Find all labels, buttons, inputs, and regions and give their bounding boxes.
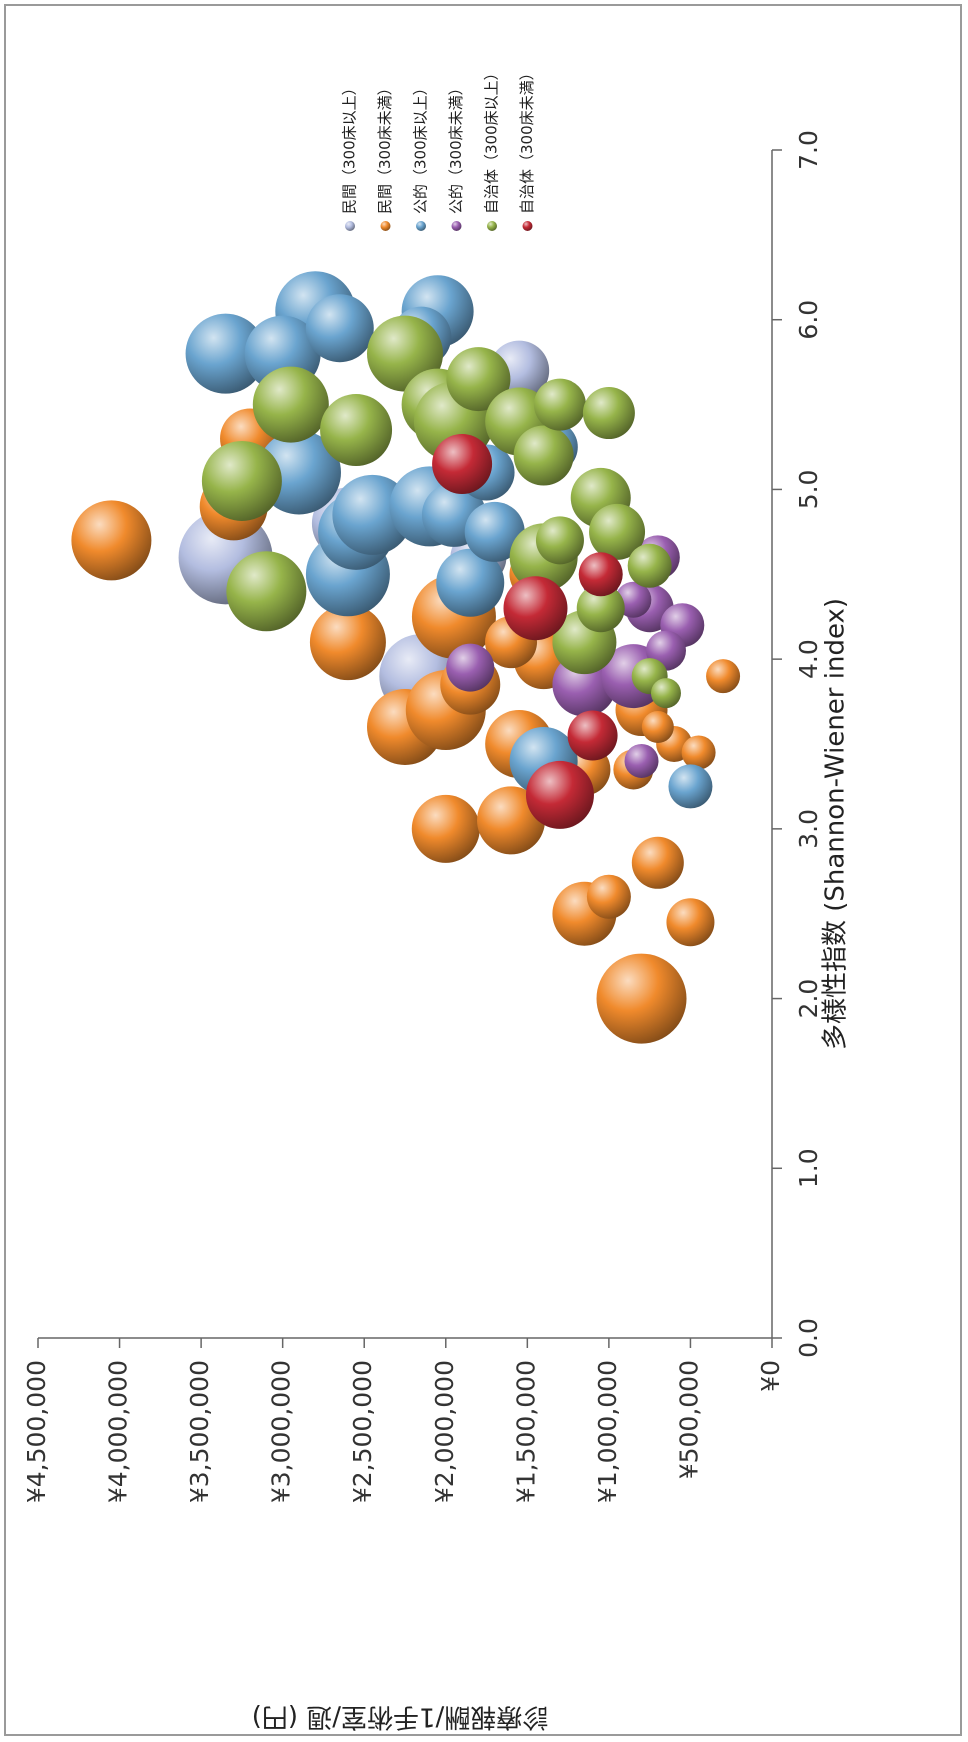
- x-tick-label: 0.0: [794, 1318, 823, 1358]
- bubble-point: [666, 898, 715, 947]
- y-tick-label: ¥1,500,000: [511, 1360, 540, 1503]
- bubble-point: [71, 500, 152, 581]
- bubble-point: [320, 394, 393, 467]
- legend-label: 公的（300床以上）: [412, 80, 430, 214]
- x-tick-label: 5.0: [794, 470, 823, 510]
- legend-label: 公的（300床未満）: [447, 80, 465, 214]
- x-tick-label: 7.0: [794, 130, 823, 170]
- x-axis-title: 多様性指数 (Shannon-Wiener index): [821, 598, 851, 1050]
- y-tick-label: ¥4,000,000: [104, 1360, 133, 1503]
- bubble-point: [706, 659, 741, 694]
- x-tick-label: 2.0: [794, 979, 823, 1019]
- plot-area: 0.0 1.0 2.0 3.0 4.0 5.0 6.0 7.0 ¥0 ¥500,000 ¥1,00…: [22, 130, 823, 1503]
- y-axis-ticks: ¥0 ¥500,000 ¥1,000,000 ¥1,500,000 ¥2,000,000…: [22, 1338, 785, 1503]
- y-tick-label: ¥1,000,000: [593, 1360, 622, 1503]
- series-jichitai_large: [201, 315, 681, 709]
- legend-marker: [416, 221, 426, 231]
- bubble-point: [513, 425, 574, 486]
- y-tick-label: ¥4,500,000: [22, 1360, 51, 1503]
- legend-marker: [522, 221, 533, 231]
- bubble-point: [596, 953, 687, 1044]
- legend-label: 民間（300床未満）: [376, 80, 394, 214]
- legend-marker: [487, 221, 497, 231]
- y-tick-label: ¥3,500,000: [185, 1360, 214, 1503]
- bubble-point: [432, 433, 493, 494]
- bubble-point: [411, 794, 480, 863]
- x-axis-ticks: 0.0 1.0 2.0 3.0 4.0 5.0 6.0 7.0: [772, 130, 823, 1358]
- x-tick-label: 4.0: [794, 639, 823, 679]
- bubble-point: [631, 836, 684, 889]
- bubble-point: [668, 764, 713, 809]
- x-tick-label: 1.0: [794, 1148, 823, 1188]
- bubble-point: [567, 710, 618, 761]
- legend-label: 民間（300床以上）: [341, 80, 359, 214]
- bubble-point: [576, 584, 625, 633]
- bubble-point: [650, 678, 681, 709]
- bubble-point: [624, 743, 659, 778]
- bubble-point: [525, 760, 594, 829]
- legend-marker: [451, 221, 462, 231]
- bubble-point: [446, 347, 511, 412]
- legend-marker: [380, 221, 391, 231]
- bubble-point: [535, 516, 584, 565]
- bubble-point: [589, 503, 646, 560]
- y-axis-title: 診療報酬/1手術室/週 (円): [252, 1702, 549, 1732]
- bubble-point: [309, 604, 386, 681]
- legend-marker: [345, 221, 355, 231]
- bubble-point: [226, 551, 307, 632]
- bubble-point: [201, 440, 282, 521]
- bubble-point: [578, 552, 623, 597]
- bubble-point: [627, 543, 672, 588]
- bubble-point: [305, 294, 374, 363]
- legend: 民間（300床以上） 民間（300床未満） 公的（300床以上） 公的（300床未満）…: [341, 65, 536, 231]
- bubble-point: [503, 576, 568, 641]
- bubble-point: [582, 387, 635, 440]
- bubble-point: [446, 643, 495, 692]
- y-tick-label: ¥0: [756, 1360, 785, 1392]
- y-tick-label: ¥500,000: [674, 1360, 703, 1479]
- bubble-point: [641, 711, 674, 744]
- bubble-point: [681, 735, 716, 770]
- x-tick-label: 6.0: [794, 300, 823, 340]
- bubble-point: [436, 548, 505, 617]
- legend-label: 自治体（300床以上）: [483, 65, 501, 214]
- series-jichitai_small: [432, 433, 623, 829]
- bubble-point: [464, 501, 525, 562]
- bubble-point: [252, 366, 329, 443]
- bubble-point: [586, 874, 631, 919]
- bubbles: [71, 271, 741, 1044]
- chart-frame: [4, 4, 962, 1736]
- bubble-point: [533, 378, 586, 431]
- legend-label: 自治体（300床未満）: [518, 65, 536, 214]
- y-tick-label: ¥2,000,000: [430, 1360, 459, 1503]
- x-tick-label: 3.0: [794, 809, 823, 849]
- y-tick-label: ¥2,500,000: [348, 1360, 377, 1503]
- bubble-point: [185, 313, 266, 394]
- y-tick-label: ¥3,000,000: [267, 1360, 296, 1503]
